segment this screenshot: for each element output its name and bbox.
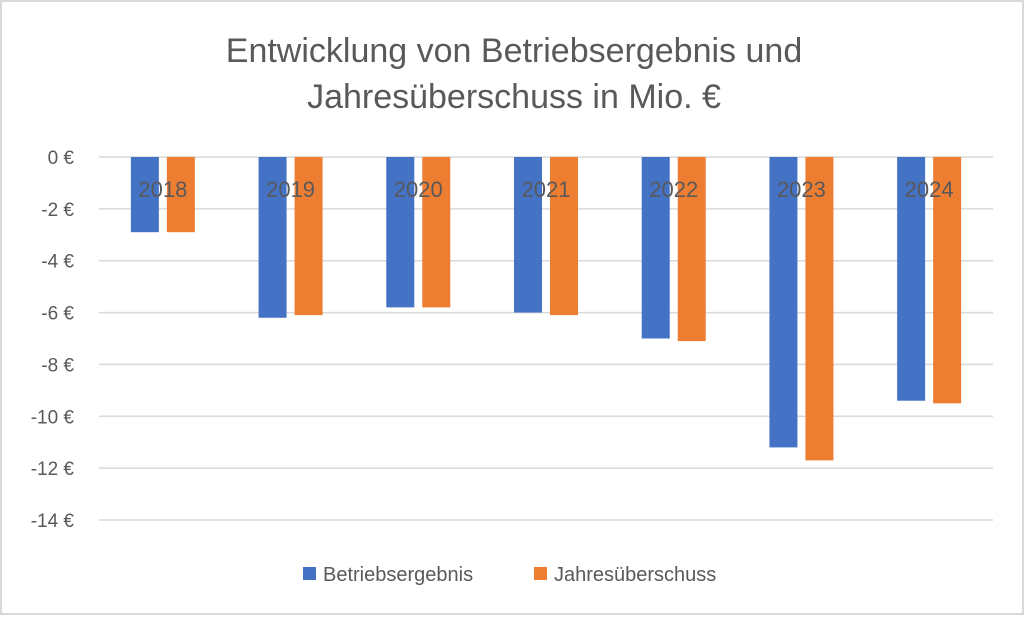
y-axis-tick-labels: 0 € -2 € -4 € -6 € -8 € -10 € -12 € -14 € xyxy=(31,148,75,532)
y-tick-label: -10 € xyxy=(31,407,75,428)
bar-betriebsergebnis-2019 xyxy=(258,157,287,318)
bar-betriebsergebnis-2021 xyxy=(514,157,542,313)
legend: Betriebsergebnis Jahresüberschuss xyxy=(303,564,716,586)
category-label: 2019 xyxy=(266,177,315,202)
y-tick-label: -8 € xyxy=(41,355,74,376)
category-label: 2024 xyxy=(905,177,954,202)
bar-betriebsergebnis-2023 xyxy=(769,157,798,448)
gridlines xyxy=(99,156,993,521)
category-label: 2018 xyxy=(138,177,187,202)
chart-title: Entwicklung von Betriebsergebnis und Jah… xyxy=(226,32,802,116)
bar-betriebsergebnis-2024 xyxy=(897,157,926,401)
category-label: 2021 xyxy=(522,177,571,202)
bar-betriebsergebnis-2020 xyxy=(386,157,415,308)
category-label: 2022 xyxy=(649,177,698,202)
y-tick-label: 0 € xyxy=(48,148,75,169)
y-tick-label: -6 € xyxy=(41,304,74,325)
bar-jahresüberschuss-2018 xyxy=(166,157,195,233)
category-labels: 2018 2019 2020 2021 2022 2023 2024 xyxy=(138,177,953,202)
bar-jahresüberschuss-2019 xyxy=(294,157,323,316)
chart-title-line-1: Entwicklung von Betriebsergebnis und xyxy=(226,32,802,70)
legend-label: Jahresüberschuss xyxy=(554,564,716,586)
legend-swatch-betriebsergebnis xyxy=(303,567,316,580)
bar-jahresüberschuss-2024 xyxy=(933,157,962,404)
y-tick-label: -14 € xyxy=(31,511,75,532)
bar-jahresüberschuss-2020 xyxy=(422,157,451,308)
y-tick-label: -4 € xyxy=(41,252,74,273)
bar-jahresüberschuss-2022 xyxy=(677,157,706,342)
y-tick-label: -12 € xyxy=(31,459,75,480)
legend-label: Betriebsergebnis xyxy=(323,564,473,586)
category-label: 2020 xyxy=(394,177,443,202)
bar-jahresüberschuss-2023 xyxy=(805,157,834,461)
bar-betriebsergebnis-2022 xyxy=(641,157,670,339)
bar-betriebsergebnis-2018 xyxy=(130,157,159,233)
legend-swatch-jahresüberschuss xyxy=(534,567,547,580)
bar-jahresüberschuss-2021 xyxy=(550,157,578,316)
category-label: 2023 xyxy=(777,177,826,202)
y-tick-label: -2 € xyxy=(41,200,74,221)
chart-title-line-2: Jahresüberschuss in Mio. € xyxy=(307,78,721,116)
bars xyxy=(130,157,962,461)
